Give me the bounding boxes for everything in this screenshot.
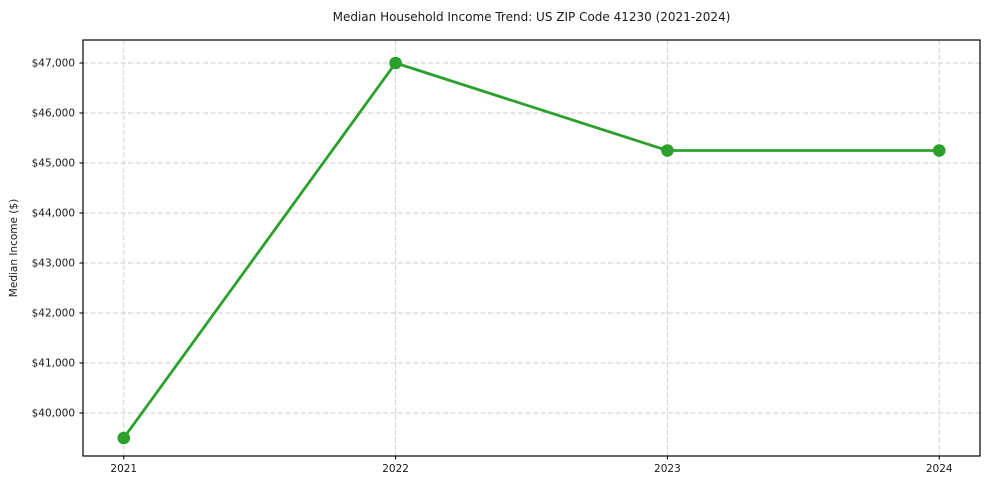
y-tick-label: $44,000 (32, 208, 75, 220)
data-point-2021 (117, 431, 131, 445)
chart-title: Median Household Income Trend: US ZIP Co… (332, 10, 731, 24)
data-point-2022 (389, 56, 402, 70)
x-tick-label: 2023 (654, 463, 681, 475)
data-point-2024 (932, 144, 946, 157)
data-point-2023 (661, 144, 674, 157)
series-line (122, 61, 941, 440)
x-tick-label: 2022 (382, 463, 409, 475)
x-tick-label: 2024 (926, 463, 953, 475)
y-tick-label: $47,000 (32, 58, 75, 70)
y-tick-label: $45,000 (32, 158, 75, 170)
plot-border (82, 39, 981, 457)
y-tick-label: $40,000 (32, 408, 75, 420)
y-tick-label: $41,000 (32, 358, 75, 370)
y-tick-label: $42,000 (32, 308, 75, 320)
y-tick-label: $46,000 (32, 108, 75, 120)
y-tick-label: $43,000 (32, 258, 75, 270)
x-tick-label: 2021 (110, 463, 137, 475)
